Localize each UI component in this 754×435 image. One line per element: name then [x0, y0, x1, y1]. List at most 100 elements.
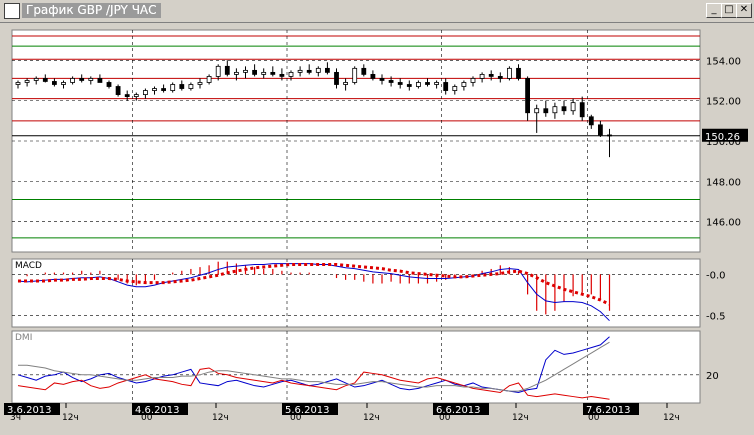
candle-body	[142, 90, 148, 95]
candle-body	[370, 74, 376, 79]
candle-body	[161, 88, 167, 91]
candle-body	[470, 78, 476, 83]
candle-body	[15, 82, 21, 85]
candle-body	[197, 82, 203, 85]
candle-body	[279, 74, 285, 77]
candle-body	[588, 116, 594, 126]
candle-body	[270, 71, 276, 75]
hour-tick-label: 3ч	[10, 413, 21, 423]
dmi-title: DMI	[15, 333, 32, 343]
date-tick-label: 6.6.2013	[436, 405, 481, 416]
candle-body	[88, 78, 94, 81]
maximize-button[interactable]: □	[721, 3, 737, 18]
candle-body	[124, 94, 130, 97]
candle-body	[324, 67, 330, 73]
candle-body	[306, 69, 312, 73]
candle-body	[552, 106, 558, 114]
candle-body	[79, 78, 85, 81]
hour-tick-label: 00	[439, 413, 451, 423]
candle-body	[525, 78, 530, 114]
date-badge	[132, 403, 188, 415]
price-tick-label: 152.00	[706, 97, 741, 108]
candle-body	[61, 82, 66, 85]
macd-signal-line	[18, 262, 611, 306]
candle-body	[243, 69, 248, 73]
date-tick-label: 4.6.2013	[135, 405, 180, 416]
date-badge	[282, 403, 338, 415]
candle-body	[42, 78, 48, 82]
candle-body	[97, 78, 103, 83]
last-price-label: 150.26	[705, 132, 740, 143]
window-titlebar: График GBP /JPY ЧАС _ □ ✕	[0, 0, 754, 23]
candle-body	[598, 124, 603, 136]
candle-body	[352, 67, 358, 83]
candle-body	[506, 67, 512, 79]
candle-body	[452, 86, 458, 91]
candle-body	[188, 84, 194, 89]
price-tick-label: 148.00	[706, 177, 741, 188]
minimize-button[interactable]: _	[706, 3, 722, 18]
candle-body	[170, 84, 176, 91]
candle-body	[397, 82, 403, 85]
candle-body	[461, 82, 467, 87]
candle-body	[215, 65, 221, 77]
dmi-panel	[11, 330, 701, 404]
macd-tick-label: -0.5	[706, 312, 726, 323]
candle-body	[379, 78, 385, 81]
candle-body	[488, 74, 494, 77]
candle-body	[497, 76, 503, 79]
candle-body	[388, 80, 394, 83]
candle-body	[334, 71, 339, 85]
hour-tick-label: 12ч	[62, 413, 79, 423]
candle-body	[115, 86, 121, 95]
price-tick-label: 154.00	[706, 56, 741, 67]
candle-body	[343, 82, 349, 85]
macd-line	[17, 263, 610, 322]
chart-canvas[interactable]: MACD DMI 154.00 152.00 150.00 148.00 146.00 1…	[0, 22, 754, 431]
date-tick-label: 7.6.2013	[586, 405, 631, 416]
candle-body	[315, 67, 321, 73]
hour-tick-label: 00	[588, 413, 600, 423]
dmi-tick-label: 20	[706, 371, 719, 382]
date-tick-label: 5.6.2013	[285, 405, 330, 416]
candle-body	[534, 108, 540, 114]
candle-body	[152, 88, 157, 91]
candle-body	[570, 102, 576, 112]
candle-body	[443, 82, 449, 91]
candle-body	[297, 69, 303, 73]
candle-body	[179, 84, 185, 89]
candle-body	[479, 74, 485, 79]
price-tick-label: 146.00	[706, 218, 741, 229]
last-price-badge	[702, 128, 748, 142]
close-button[interactable]: ✕	[736, 3, 752, 18]
dmi-adx-line	[18, 341, 610, 392]
candle-body	[24, 80, 30, 83]
candle-body	[233, 71, 239, 75]
date-badge	[4, 403, 60, 415]
date-tick-label: 3.6.2013	[7, 405, 52, 416]
candle-body	[425, 82, 430, 85]
candle-body	[543, 108, 549, 114]
candle-body	[70, 78, 75, 83]
date-badge	[583, 403, 639, 415]
hour-tick-label: 12ч	[363, 413, 380, 423]
candle-body	[561, 106, 567, 112]
candle-body	[434, 82, 440, 85]
candle-body	[224, 65, 230, 75]
hour-tick-label: 12ч	[512, 413, 529, 423]
candle-body	[361, 67, 367, 75]
candle-body	[261, 71, 267, 75]
candle-body	[52, 81, 57, 85]
hour-tick-label: 12ч	[212, 413, 229, 423]
macd-tick-label: -0.0	[706, 270, 726, 281]
hour-tick-label: 12ч	[663, 413, 680, 423]
dmi-minus-line	[17, 367, 610, 400]
price-tick-label: 150.00	[706, 137, 741, 148]
hour-tick-label: 00	[290, 413, 302, 423]
app-icon	[4, 3, 20, 19]
candle-body	[415, 82, 421, 87]
date-badge	[433, 403, 489, 415]
candle-body	[579, 102, 585, 118]
candle-body	[206, 76, 212, 83]
chart-area: MACD DMI 154.00 152.00 150.00 148.00 146.00 1…	[0, 22, 754, 431]
